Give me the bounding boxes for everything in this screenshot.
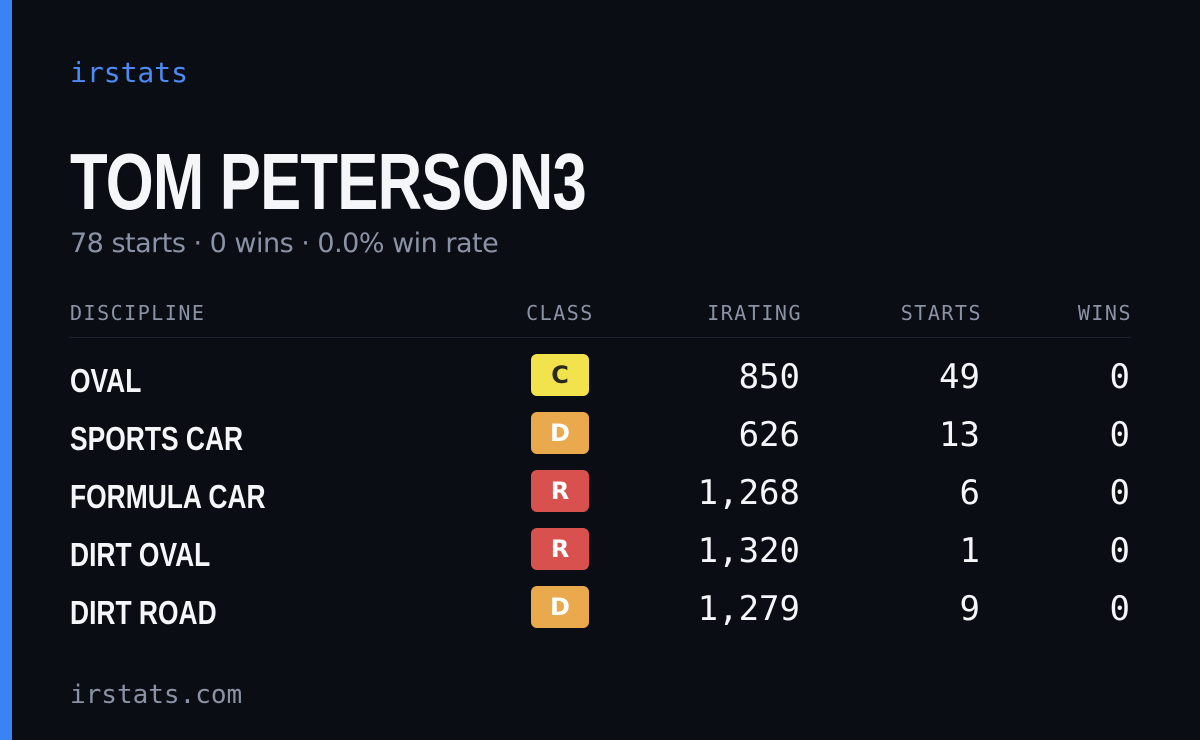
- irating: 626: [738, 415, 800, 455]
- wins: 0: [1109, 589, 1130, 629]
- column-header: DISCIPLINE: [70, 301, 206, 325]
- column-header: STARTS: [900, 301, 982, 325]
- title: TOM PETERSON3: [70, 137, 587, 226]
- brand: irstats: [70, 56, 189, 89]
- accent-bar: [0, 0, 12, 740]
- starts: 13: [939, 415, 980, 455]
- wins: 0: [1109, 473, 1130, 513]
- irating: 850: [738, 357, 800, 397]
- column-header: CLASS: [526, 301, 594, 325]
- irating: 1,268: [697, 473, 800, 513]
- discipline: DIRT OVAL: [70, 536, 211, 573]
- starts: 6: [959, 473, 980, 513]
- irating: 1,320: [697, 531, 800, 571]
- class-badge: D: [531, 586, 589, 628]
- discipline: DIRT ROAD: [70, 594, 217, 631]
- discipline: FORMULA CAR: [70, 478, 266, 515]
- wins: 0: [1109, 415, 1130, 455]
- starts: 1: [959, 531, 980, 571]
- wins: 0: [1109, 357, 1130, 397]
- column-header: WINS: [1077, 301, 1132, 325]
- discipline: SPORTS CAR: [70, 420, 244, 457]
- class-badge: R: [531, 470, 589, 512]
- subtitle: 78 starts · 0 wins · 0.0% win rate: [70, 228, 499, 259]
- wins: 0: [1109, 531, 1130, 571]
- irating: 1,279: [697, 589, 800, 629]
- class-badge: D: [531, 412, 589, 454]
- class-badge: C: [531, 354, 589, 396]
- divider: [70, 337, 1130, 338]
- discipline: OVAL: [70, 362, 142, 399]
- column-header: IRATING: [707, 301, 802, 325]
- starts: 49: [939, 357, 980, 397]
- footer: irstats.com: [70, 680, 243, 710]
- class-badge: R: [531, 528, 589, 570]
- starts: 9: [959, 589, 980, 629]
